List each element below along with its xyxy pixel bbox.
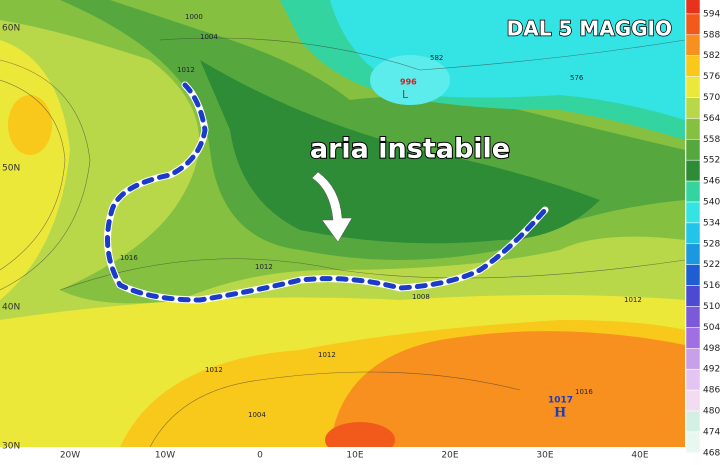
isobar-label: 1016 (575, 388, 593, 396)
lon-label: 10E (346, 451, 363, 461)
legend-label: 498 (703, 344, 720, 354)
legend-swatch (685, 410, 701, 433)
legend-label: 540 (703, 198, 720, 208)
legend-swatch (685, 180, 701, 203)
title: DAL 5 MAGGIO (507, 17, 672, 41)
isobar-label: 1004 (248, 411, 266, 419)
high-value: 1017 (548, 396, 573, 406)
isobar-label: 1012 (205, 366, 223, 374)
lon-label: 40E (631, 451, 648, 461)
legend-label: 528 (703, 239, 720, 249)
legend-swatch (685, 306, 701, 328)
legend-swatch (685, 34, 701, 56)
legend-label: 486 (703, 386, 720, 396)
legend-swatch (685, 431, 701, 454)
legend-swatch (685, 55, 701, 77)
legend-swatch (685, 389, 701, 412)
high-symbol: H (554, 406, 566, 421)
legend-label: 504 (703, 323, 720, 333)
lon-label: 20W (60, 451, 80, 461)
legend-label: 558 (703, 135, 720, 145)
legend-swatch (685, 348, 701, 370)
legend-swatch (685, 264, 701, 286)
isobar-label: 1016 (120, 254, 138, 262)
legend-swatch (685, 285, 701, 307)
legend-label: 552 (703, 156, 720, 166)
low-value: 996 (400, 78, 417, 87)
legend-label: 546 (703, 177, 720, 187)
isobar-label: 1012 (624, 296, 642, 304)
legend-label: 588 (703, 30, 720, 40)
legend-swatch (685, 327, 701, 349)
legend-label: 516 (703, 281, 720, 291)
legend: 594 588 582 576 570 564 558 552 546 540 534 528 522 5… (685, 0, 720, 458)
map-area: 1000 1004 1012 1016 1012 1008 1012 1012 … (0, 0, 685, 447)
isobar-label: 582 (430, 54, 443, 62)
legend-label: 474 (703, 427, 720, 437)
lat-label: 60N (2, 24, 20, 34)
legend-label: 510 (703, 302, 720, 312)
legend-swatch (685, 222, 701, 245)
legend-label: 480 (703, 407, 720, 417)
isobar-label: 1004 (200, 33, 218, 41)
isobar-label: 1012 (318, 351, 336, 359)
isobar-label: 1008 (412, 293, 430, 301)
lat-label: 40N (2, 303, 20, 313)
isobar-label: 1012 (177, 66, 195, 74)
legend-label: 564 (703, 114, 720, 124)
lat-label: 50N (2, 164, 20, 174)
legend-swatch (685, 368, 701, 391)
lat-label: 30N (2, 442, 20, 452)
legend-label: 534 (703, 218, 720, 228)
legend-label: 576 (703, 72, 720, 82)
isobar-label: 1012 (255, 263, 273, 271)
legend-swatch (685, 97, 701, 119)
lon-label: 20E (441, 451, 458, 461)
isobar-label: 1000 (185, 13, 203, 21)
isobar-label: 576 (570, 74, 584, 82)
legend-swatch (685, 76, 701, 98)
lon-label: 30E (536, 451, 553, 461)
legend-label: 570 (703, 93, 720, 103)
lon-label: 10W (155, 451, 175, 461)
legend-swatch (685, 243, 701, 265)
legend-swatch (685, 159, 701, 182)
low-symbol: L (402, 88, 409, 101)
legend-swatch (685, 13, 701, 36)
legend-label: 492 (703, 365, 720, 375)
legend-label: 594 (703, 9, 720, 19)
legend-label: 582 (703, 51, 720, 61)
legend-swatch (685, 0, 701, 15)
legend-swatch (685, 139, 701, 161)
annotation: aria instabile (310, 134, 510, 165)
legend-label: 522 (703, 260, 720, 270)
legend-swatch (685, 201, 701, 224)
lon-label: 0 (257, 451, 263, 461)
arrow (311, 171, 353, 243)
legend-label: 468 (703, 448, 720, 458)
legend-swatch (685, 118, 701, 140)
